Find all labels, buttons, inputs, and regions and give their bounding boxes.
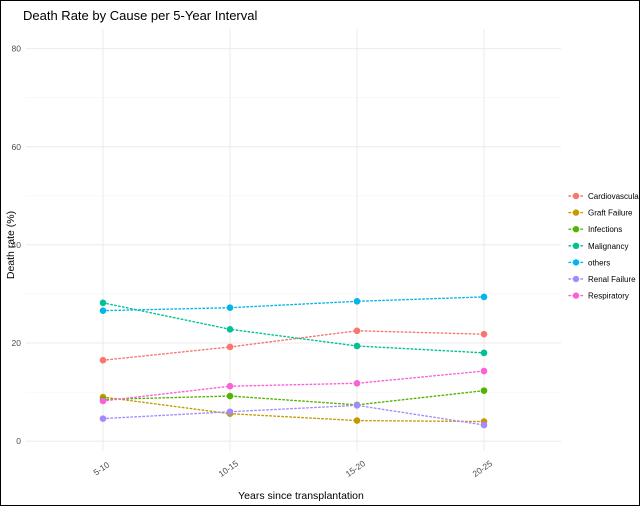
series-others xyxy=(99,293,488,314)
legend-label: Respiratory xyxy=(588,292,629,301)
data-point xyxy=(480,330,488,338)
series-line xyxy=(102,296,485,312)
legend-key-point xyxy=(572,292,580,299)
legend-item: Respiratory xyxy=(568,292,629,301)
series-line xyxy=(102,396,485,423)
legend: Cardiovascular Graft Failure Infections Mal… xyxy=(568,192,640,301)
legend-label: Renal Failure xyxy=(588,275,636,284)
data-point xyxy=(226,326,234,333)
legend-item: Malignancy xyxy=(568,242,628,251)
grid xyxy=(26,29,561,451)
data-point xyxy=(226,382,234,390)
legend-label: Graft Failure xyxy=(588,209,633,218)
x-tick-label: 20-25 xyxy=(471,458,495,479)
legend-key-point xyxy=(572,275,580,283)
legend-key-point xyxy=(572,226,580,233)
data-point xyxy=(99,397,107,405)
legend-label: Cardiovascular xyxy=(588,192,640,201)
legend-key-point xyxy=(572,242,580,249)
series-line xyxy=(102,370,485,402)
x-axis-title: Years since transplantation xyxy=(238,490,364,502)
legend-label: Infections xyxy=(588,225,622,234)
data-point xyxy=(353,402,361,409)
series-line xyxy=(102,404,485,426)
x-tick-label: 5-10 xyxy=(91,459,111,477)
legend-item: others xyxy=(568,258,610,267)
y-tick-label: 80 xyxy=(12,44,22,54)
series-line xyxy=(102,389,485,406)
legend-key-point xyxy=(572,192,580,200)
data-point xyxy=(480,367,488,375)
data-point xyxy=(353,298,361,305)
series-graft-failure xyxy=(99,393,488,425)
legend-key-point xyxy=(572,259,580,266)
data-point xyxy=(480,349,488,357)
data-point xyxy=(353,342,361,350)
legend-item: Renal Failure xyxy=(568,275,636,284)
data-point xyxy=(99,415,107,422)
series-layer xyxy=(99,293,488,429)
data-point xyxy=(226,343,234,351)
series-renal-failure xyxy=(99,402,488,429)
series-line xyxy=(102,302,485,354)
y-tick-label: 60 xyxy=(12,142,22,152)
legend-item: Graft Failure xyxy=(568,209,633,218)
y-tick-labels: 0 20 40 60 80 xyxy=(12,44,22,447)
series-infections xyxy=(99,387,488,409)
legend-label: Malignancy xyxy=(588,242,628,251)
data-point xyxy=(480,387,488,394)
series-malignancy xyxy=(99,299,488,357)
chart-title: Death Rate by Cause per 5-Year Interval xyxy=(23,8,257,23)
legend-key-point xyxy=(572,209,580,216)
x-tick-label: 10-15 xyxy=(217,458,241,479)
data-point xyxy=(480,293,488,301)
y-axis-title: Death rate (%) xyxy=(5,211,17,279)
y-tick-label: 40 xyxy=(12,240,22,250)
data-point xyxy=(353,417,361,424)
legend-item: Infections xyxy=(568,225,622,234)
data-point xyxy=(99,307,107,314)
legend-label: others xyxy=(588,258,610,267)
series-respiratory xyxy=(99,367,488,405)
data-point xyxy=(353,327,361,335)
data-point xyxy=(226,408,234,416)
x-tick-labels: 5-10 10-15 15-20 20-25 xyxy=(91,458,494,479)
legend-item: Cardiovascular xyxy=(568,192,640,201)
series-line xyxy=(102,330,485,361)
x-tick-label: 15-20 xyxy=(344,458,368,479)
y-tick-label: 0 xyxy=(16,436,21,446)
y-tick-label: 20 xyxy=(12,338,22,348)
data-point xyxy=(480,421,488,429)
data-point xyxy=(226,304,234,312)
data-point xyxy=(353,379,361,387)
series-cardiovascular xyxy=(99,327,488,364)
data-point xyxy=(99,356,107,364)
data-point xyxy=(99,299,107,307)
data-point xyxy=(226,392,234,400)
